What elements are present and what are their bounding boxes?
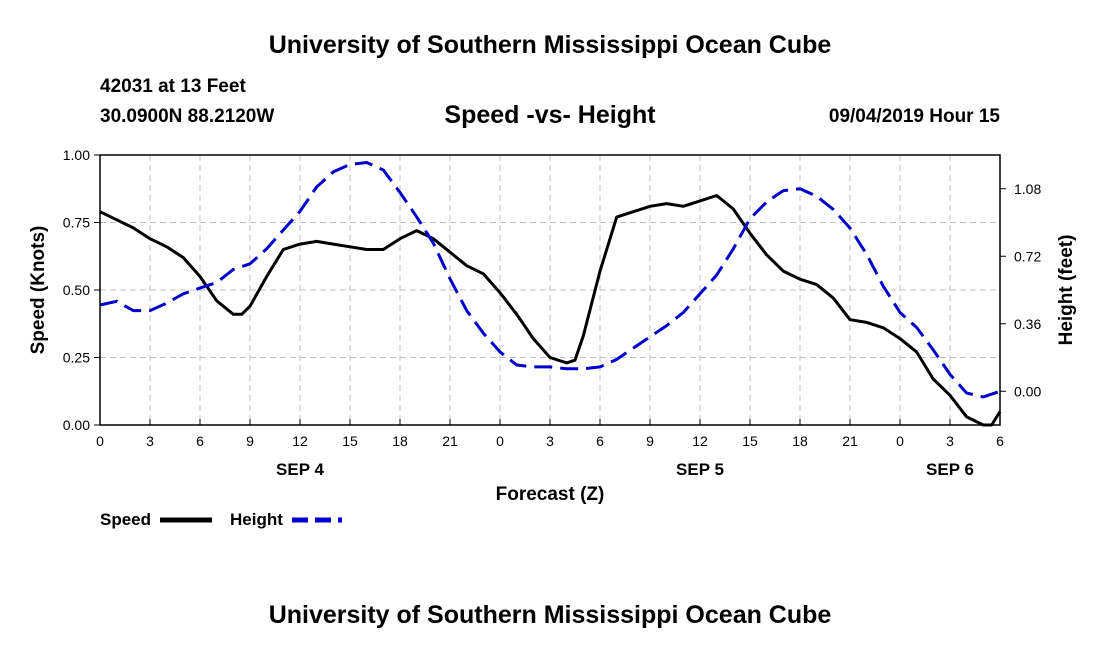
y-axis-title: Speed (Knots) xyxy=(28,226,49,355)
x-tick-label: 18 xyxy=(792,433,808,449)
y-tick-label: 0.50 xyxy=(63,282,90,298)
chart-axes: 0 3 6 9 12 15 18 21 0 3 6 9 12 15 18 21 0 3 6 0.00 0.25 0.50 0… xyxy=(63,147,1042,479)
x-tick-label: 3 xyxy=(546,433,554,449)
chart-legend: Speed Height xyxy=(100,510,342,529)
x-tick-label: 9 xyxy=(246,433,254,449)
x-tick-label: 0 xyxy=(496,433,504,449)
x-tick-label: 9 xyxy=(646,433,654,449)
x-tick-label: 3 xyxy=(946,433,954,449)
legend-speed-label: Speed xyxy=(100,510,151,529)
chart-title: Speed -vs- Height xyxy=(444,101,656,129)
x-tick-label: 6 xyxy=(196,433,204,449)
forecast-datetime: 09/04/2019 Hour 15 xyxy=(828,106,1000,127)
x-tick-label: 15 xyxy=(742,433,758,449)
x-tick-label: 12 xyxy=(292,433,308,449)
x-tick-label: 18 xyxy=(392,433,408,449)
x-axis-title: Forecast (Z) xyxy=(496,484,605,505)
y2-tick-label: 0.36 xyxy=(1014,316,1041,332)
chart-grid xyxy=(100,155,1000,425)
station-label: 42031 at 13 Feet xyxy=(100,76,246,97)
y2-tick-label: 0.00 xyxy=(1014,383,1041,399)
x-tick-label: 21 xyxy=(842,433,858,449)
y2-tick-label: 0.72 xyxy=(1014,248,1041,264)
page-title: University of Southern Mississippi Ocean… xyxy=(268,31,832,59)
series-layer xyxy=(99,161,1002,427)
date-label: SEP 4 xyxy=(276,460,324,479)
legend-height-label: Height xyxy=(230,510,283,529)
x-tick-label: 21 xyxy=(442,433,458,449)
series-line-speed xyxy=(99,194,1002,427)
x-tick-label: 3 xyxy=(146,433,154,449)
y-tick-label: 0.00 xyxy=(63,417,90,433)
y-tick-label: 1.00 xyxy=(63,147,90,163)
x-tick-label: 12 xyxy=(692,433,708,449)
station-coordinates: 30.0900N 88.2120W xyxy=(100,106,275,127)
x-tick-label: 0 xyxy=(896,433,904,449)
y-tick-label: 0.25 xyxy=(63,350,90,366)
x-tick-label: 6 xyxy=(596,433,604,449)
footer-title: University of Southern Mississippi Ocean… xyxy=(268,601,832,629)
y-tick-label: 0.75 xyxy=(63,215,90,231)
x-tick-label: 15 xyxy=(342,433,358,449)
y2-tick-label: 1.08 xyxy=(1014,181,1041,197)
date-label: SEP 6 xyxy=(926,460,974,479)
x-tick-label: 0 xyxy=(96,433,104,449)
y2-axis-title: Height (feet) xyxy=(1056,235,1077,346)
series-line-height xyxy=(99,161,1001,399)
x-tick-label: 6 xyxy=(996,433,1004,449)
date-label: SEP 5 xyxy=(676,460,724,479)
